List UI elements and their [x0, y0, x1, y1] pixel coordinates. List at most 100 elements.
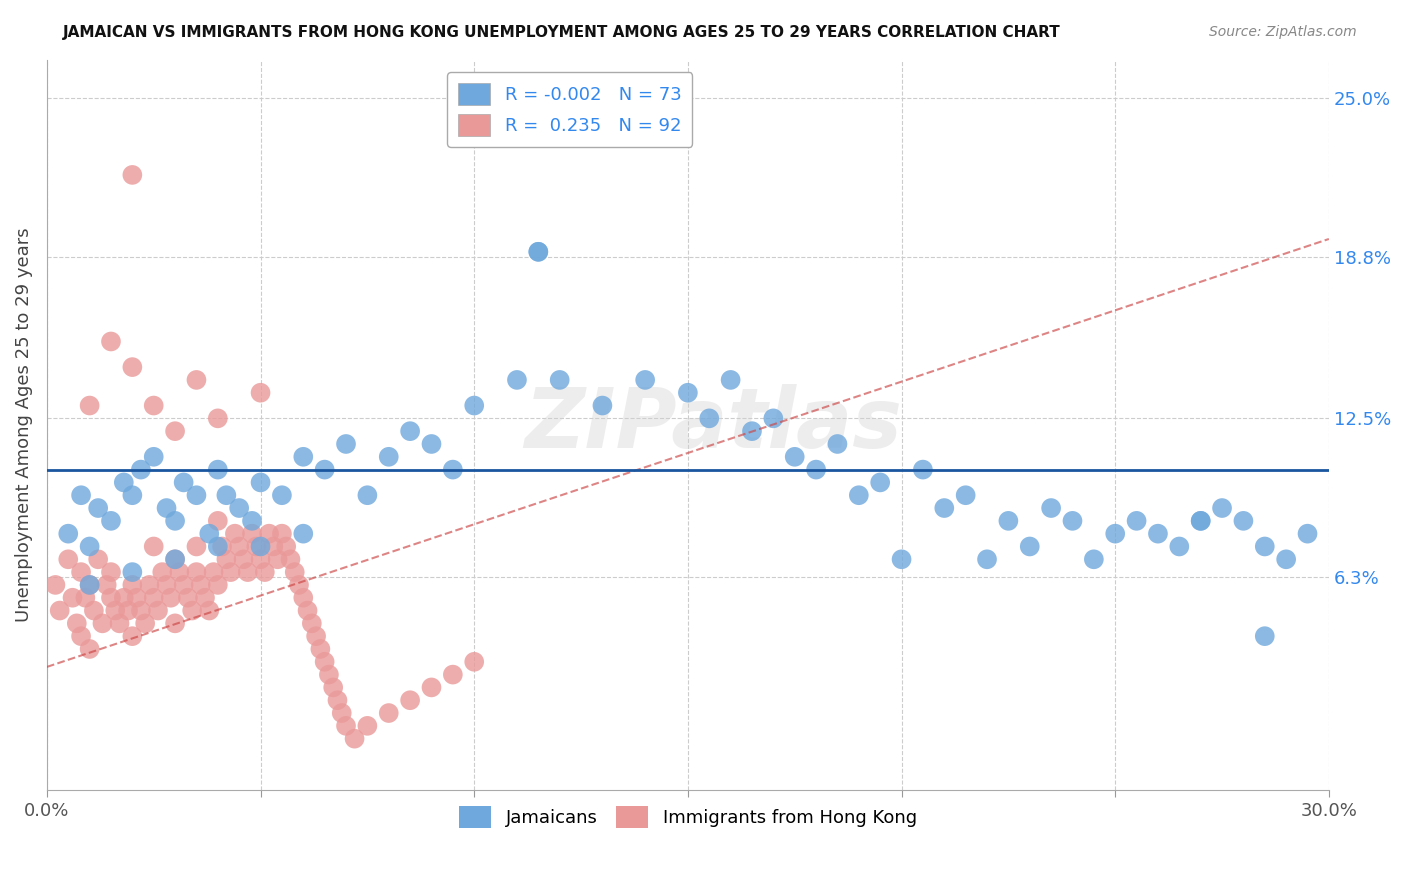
Point	[207, 578, 229, 592]
Point	[202, 565, 225, 579]
Point	[318, 667, 340, 681]
Point	[249, 385, 271, 400]
Point	[177, 591, 200, 605]
Point	[869, 475, 891, 490]
Point	[257, 526, 280, 541]
Point	[186, 488, 208, 502]
Point	[150, 565, 173, 579]
Point	[330, 706, 353, 720]
Point	[1189, 514, 1212, 528]
Point	[165, 424, 187, 438]
Point	[125, 591, 148, 605]
Point	[720, 373, 742, 387]
Point	[399, 693, 422, 707]
Point	[335, 719, 357, 733]
Point	[173, 475, 195, 490]
Point	[527, 244, 550, 259]
Point	[288, 578, 311, 592]
Point	[441, 667, 464, 681]
Point	[48, 603, 70, 617]
Point	[506, 373, 529, 387]
Point	[96, 578, 118, 592]
Point	[198, 526, 221, 541]
Point	[314, 655, 336, 669]
Point	[1040, 501, 1063, 516]
Point	[236, 565, 259, 579]
Point	[121, 629, 143, 643]
Point	[343, 731, 366, 746]
Text: Source: ZipAtlas.com: Source: ZipAtlas.com	[1209, 25, 1357, 39]
Point	[1125, 514, 1147, 528]
Point	[165, 616, 187, 631]
Point	[1254, 629, 1277, 643]
Point	[1254, 540, 1277, 554]
Point	[121, 565, 143, 579]
Point	[240, 526, 263, 541]
Point	[1018, 540, 1040, 554]
Point	[322, 681, 344, 695]
Point	[305, 629, 328, 643]
Point	[142, 399, 165, 413]
Point	[112, 475, 135, 490]
Point	[215, 552, 238, 566]
Point	[1147, 526, 1170, 541]
Point	[249, 552, 271, 566]
Point	[271, 526, 294, 541]
Point	[207, 462, 229, 476]
Point	[284, 565, 307, 579]
Point	[399, 424, 422, 438]
Point	[697, 411, 720, 425]
Point	[186, 540, 208, 554]
Point	[215, 488, 238, 502]
Point	[100, 565, 122, 579]
Point	[87, 552, 110, 566]
Point	[301, 616, 323, 631]
Y-axis label: Unemployment Among Ages 25 to 29 years: Unemployment Among Ages 25 to 29 years	[15, 227, 32, 622]
Point	[129, 462, 152, 476]
Point	[377, 450, 399, 464]
Point	[186, 373, 208, 387]
Point	[224, 526, 246, 541]
Point	[420, 681, 443, 695]
Point	[591, 399, 613, 413]
Point	[976, 552, 998, 566]
Point	[326, 693, 349, 707]
Point	[121, 488, 143, 502]
Point	[121, 360, 143, 375]
Legend: Jamaicans, Immigrants from Hong Kong: Jamaicans, Immigrants from Hong Kong	[451, 799, 924, 836]
Point	[463, 399, 485, 413]
Point	[676, 385, 699, 400]
Point	[87, 501, 110, 516]
Point	[240, 514, 263, 528]
Point	[173, 578, 195, 592]
Point	[997, 514, 1019, 528]
Point	[249, 540, 271, 554]
Point	[62, 591, 84, 605]
Point	[420, 437, 443, 451]
Point	[911, 462, 934, 476]
Point	[207, 514, 229, 528]
Point	[181, 603, 204, 617]
Point	[100, 591, 122, 605]
Point	[79, 578, 101, 592]
Point	[121, 578, 143, 592]
Point	[159, 591, 181, 605]
Point	[146, 603, 169, 617]
Point	[309, 642, 332, 657]
Point	[70, 565, 93, 579]
Point	[207, 540, 229, 554]
Point	[890, 552, 912, 566]
Point	[1062, 514, 1084, 528]
Point	[527, 244, 550, 259]
Point	[292, 591, 315, 605]
Point	[292, 450, 315, 464]
Point	[186, 565, 208, 579]
Point	[219, 565, 242, 579]
Point	[253, 565, 276, 579]
Point	[79, 540, 101, 554]
Point	[112, 591, 135, 605]
Point	[1275, 552, 1298, 566]
Point	[75, 591, 97, 605]
Point	[827, 437, 849, 451]
Point	[741, 424, 763, 438]
